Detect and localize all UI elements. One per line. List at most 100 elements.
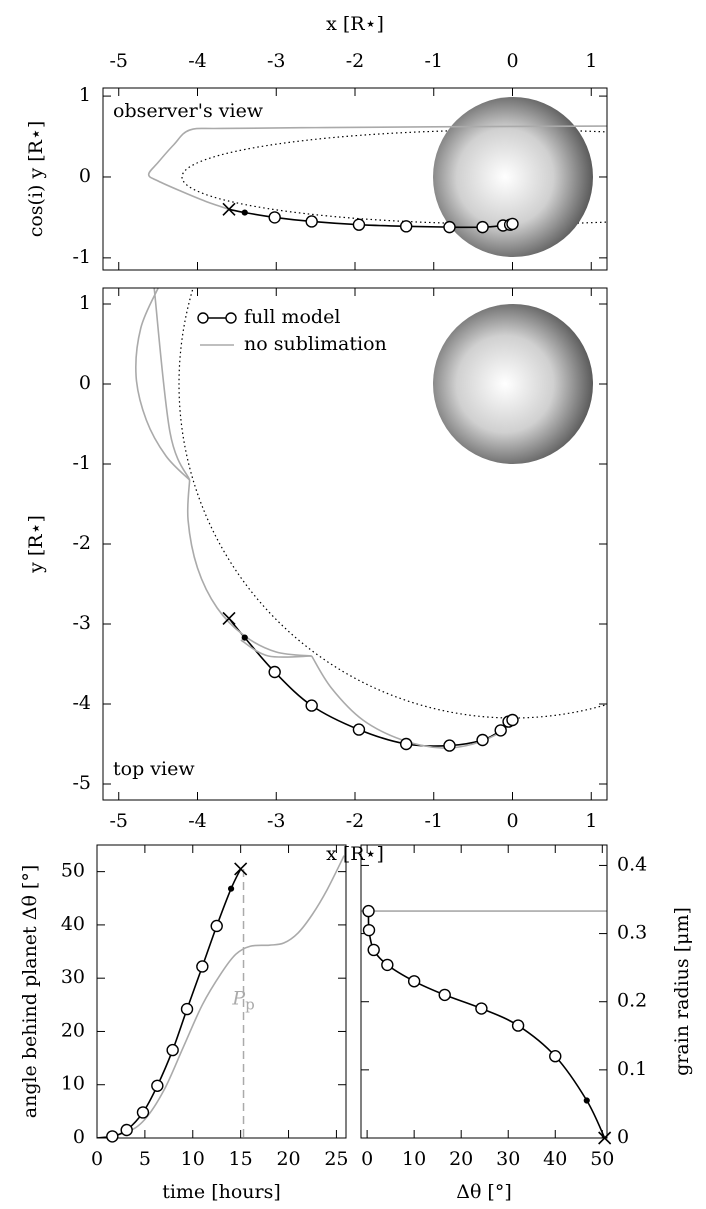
x-axis-label: Δθ [°] [456,1181,512,1203]
marker [136,1106,150,1119]
x-tick-label: 20 [449,1148,473,1170]
plot-frame [102,87,608,271]
marker [475,1002,488,1015]
y-tick-label: 10 [61,1073,85,1095]
y-axis-label: y [R⋆] [25,515,47,574]
series-line [135,288,191,481]
x-tick-label: 15 [229,1148,253,1170]
y-tick-label: -4 [72,692,91,714]
y-axis-label: grain radius [μm] [671,907,693,1076]
y-tick-label: 0.1 [617,1058,647,1080]
x-axis-label: x [R⋆] [326,13,384,35]
series-line [186,479,312,657]
marker [305,699,318,712]
y-tick-label: 0 [617,1126,629,1148]
annotation: top view [113,758,195,780]
y-tick-label: 20 [61,1019,85,1041]
x-tick-label: -4 [188,50,207,72]
x-tick-label: 20 [276,1148,300,1170]
period-subscript: p [245,995,255,1013]
plot-frame [360,844,608,1139]
series-line [147,125,607,211]
x-tick-label: -3 [267,810,286,832]
y-tick-label: -3 [72,612,91,634]
series-line [97,868,242,1138]
legend-marker [197,312,209,324]
x-tick-label: -1 [424,810,443,832]
period-symbol: P [231,987,246,1009]
x-tick-label: 50 [590,1148,614,1170]
y-tick-label: -1 [72,246,91,268]
y-tick-label: -2 [72,532,91,554]
y-tick-label: -5 [72,772,91,794]
series-line [153,288,191,481]
marker [381,958,394,972]
marker [305,215,318,228]
marker [241,209,248,216]
y-tick-label: 50 [61,860,85,882]
x-tick-label: 30 [496,1148,520,1170]
x-tick-label: -1 [424,50,443,72]
y-tick-label: 30 [61,966,85,988]
plot-area [361,910,607,1138]
x-tick-label: -5 [109,810,128,832]
marker [506,217,519,231]
marker [227,885,235,892]
marker [166,1043,179,1057]
marker [549,1050,562,1063]
x-tick-label: 1 [585,810,597,832]
marker [407,975,421,988]
marker [367,943,380,957]
marker [511,1019,525,1032]
y-axis-label: angle behind planet Δθ [°] [19,865,41,1119]
star [433,304,593,464]
x-axis-label: time [hours] [162,1181,281,1203]
x-tick-label: 0 [506,810,518,832]
marker [506,713,519,727]
y-tick-label: 0.3 [617,922,647,944]
marker [180,1002,194,1016]
series-line [367,911,606,1138]
marker [399,220,413,233]
marker [443,739,456,752]
marker [268,665,281,679]
y-tick-label: 1 [79,292,91,314]
series-line [240,639,312,658]
x-tick-label: 10 [181,1148,205,1170]
legend-label: full model [244,306,340,328]
legend-label: no sublimation [244,333,387,355]
x-tick-label: 0 [91,1148,103,1170]
marker [120,1123,133,1137]
marker [106,1130,119,1143]
marker [222,611,236,625]
x-tick-label: 25 [324,1148,348,1170]
marker [268,211,281,224]
marker [438,988,451,1002]
marker [352,218,366,231]
annotation: observer's view [113,100,264,122]
period-label: Pp [231,987,254,1013]
y-tick-label: 40 [61,913,85,935]
x-tick-label: 0 [506,50,518,72]
plot-frame [102,287,608,801]
panel-layout [181,97,607,257]
x-tick-label: 1 [585,50,597,72]
series-line [97,855,345,1138]
plot-frame [96,844,347,1139]
x-tick-label: -3 [267,50,286,72]
marker [234,862,248,876]
marker [210,919,223,933]
series-line [228,617,513,747]
marker [399,737,413,751]
y-tick-label: 0 [79,165,91,187]
x-tick-label: -2 [346,50,365,72]
y-axis-label: cos(i) y [R⋆] [25,121,47,238]
marker [494,724,507,737]
x-axis-label: x [R⋆] [326,843,384,865]
orbit [178,288,607,719]
x-tick-label: 5 [139,1148,151,1170]
marker [362,923,376,937]
x-tick-label: -5 [109,50,128,72]
marker [598,1131,612,1145]
